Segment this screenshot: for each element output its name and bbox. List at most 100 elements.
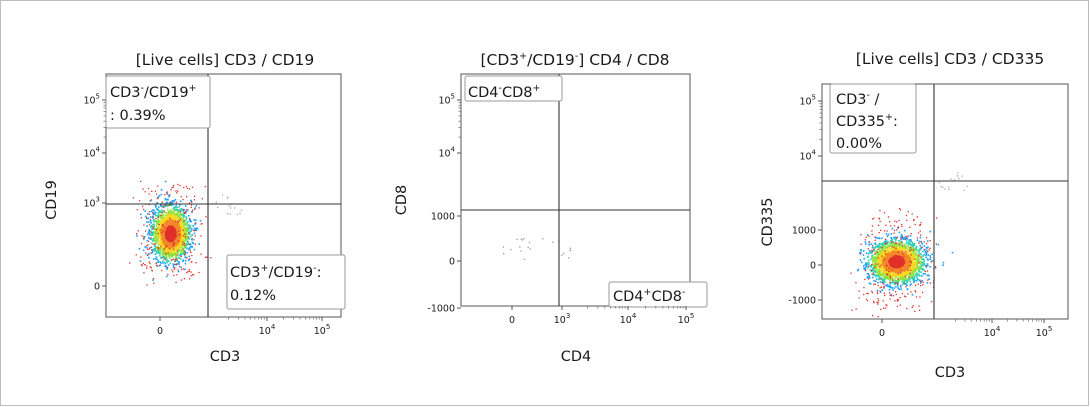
event-dot [178,257,181,260]
event-dot [915,266,918,268]
event-dot [916,274,918,277]
event-dot [907,258,909,260]
event-dot [909,263,911,266]
event-dot [147,254,149,256]
event-dot [919,262,921,264]
event-dot [140,180,142,183]
event-dot [867,267,869,269]
event-dot [171,243,173,245]
event-dot [153,212,155,215]
event-dot [186,247,189,249]
event-dot [162,260,164,263]
event-dot [870,266,872,268]
event-dot [183,233,186,235]
event-dot [154,220,157,223]
event-dot [872,256,874,259]
event-dot [858,252,861,254]
event-dot [913,270,915,272]
event-dot [158,233,161,235]
event-dot [155,245,157,248]
event-dot [160,262,162,264]
event-dot [190,235,192,238]
event-dot [915,247,917,249]
event-dot [890,294,893,296]
event-dot [172,234,174,236]
event-dot [190,201,193,203]
event-dot [167,238,169,240]
event-dot [892,245,894,248]
event-dot [185,227,188,230]
event-dot [919,275,921,277]
event-dot [171,231,173,233]
event-dot [881,243,884,245]
event-dot [920,257,922,260]
event-dot [862,250,865,252]
event-dot [911,243,913,246]
event-dot [155,232,157,235]
event-dot [876,246,878,248]
event-dot [878,248,880,250]
event-dot [178,265,181,268]
event-dot [877,251,879,254]
event-dot [866,234,869,236]
event-dot [569,249,572,251]
event-dot [173,245,175,247]
event-dot [171,228,173,230]
event-dot [919,249,921,251]
event-dot [188,227,190,229]
event-dot [894,236,896,239]
event-dot [879,281,882,283]
event-dot [162,247,165,250]
event-dot [891,245,893,247]
event-dot [903,250,906,253]
event-dot [137,230,139,232]
event-dot [179,224,181,226]
event-dot [160,210,162,213]
event-dot [187,237,190,240]
event-dot [176,245,179,248]
event-dot [161,256,164,259]
event-dot [886,249,888,252]
event-dot [163,220,165,222]
event-dot [192,225,194,227]
event-dot [148,232,151,235]
event-dot [879,291,882,293]
event-dot [190,230,192,233]
event-dot [154,258,157,260]
event-dot [882,282,884,284]
event-dot [562,252,565,255]
event-dot [890,286,893,289]
event-dot [170,189,172,191]
event-dot [165,192,168,194]
event-dot [170,252,172,255]
event-dot [882,278,884,281]
event-dot [890,233,893,235]
event-dot [876,289,879,292]
event-dot [157,219,160,222]
event-dot [227,212,229,215]
event-dot [876,261,879,264]
event-dot [167,254,170,257]
event-dot [155,262,157,265]
event-dot [136,235,138,237]
event-dot [889,278,891,280]
event-dot [179,204,181,206]
event-dot [880,243,882,245]
event-dot [910,239,912,241]
event-dot [190,246,192,248]
event-dot [917,266,919,269]
event-dot [169,210,172,212]
event-dot [186,187,189,190]
event-dot [875,274,877,276]
event-dot [916,256,919,258]
event-dot [860,261,863,264]
event-dot [184,268,186,271]
event-dot [217,206,219,209]
event-dot [148,193,150,195]
event-dot [880,257,882,259]
event-dot [874,243,876,245]
event-dot [182,198,184,201]
event-dot [910,247,912,250]
event-dot [909,243,911,245]
event-dot [200,235,202,237]
